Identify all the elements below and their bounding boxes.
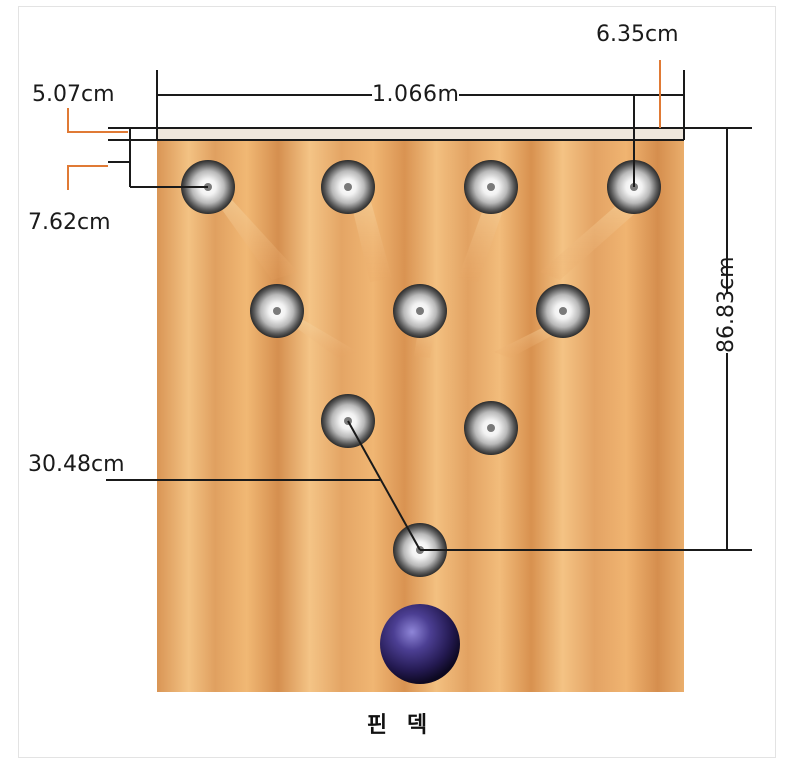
pin-6 (393, 284, 447, 338)
pin-offset-label: 7.62cm (28, 210, 111, 235)
accent-leaders (67, 60, 661, 190)
bowling-ball (380, 604, 460, 684)
pin-spacing-top-label: 5.07cm (32, 82, 115, 107)
deck-top-edge (157, 128, 684, 140)
pin-5 (250, 284, 304, 338)
deck-length-label: 86.83cm (714, 256, 740, 353)
pin-9 (464, 401, 518, 455)
pin-2 (321, 160, 375, 214)
pin-7 (536, 284, 590, 338)
deck-width-label: 1.066m (372, 82, 460, 108)
pin-3 (464, 160, 518, 214)
pin-diameter-label: 6.35cm (596, 22, 679, 47)
figure-caption: 핀 덱 (366, 713, 434, 738)
pin-distance-label: 30.48cm (28, 452, 125, 477)
